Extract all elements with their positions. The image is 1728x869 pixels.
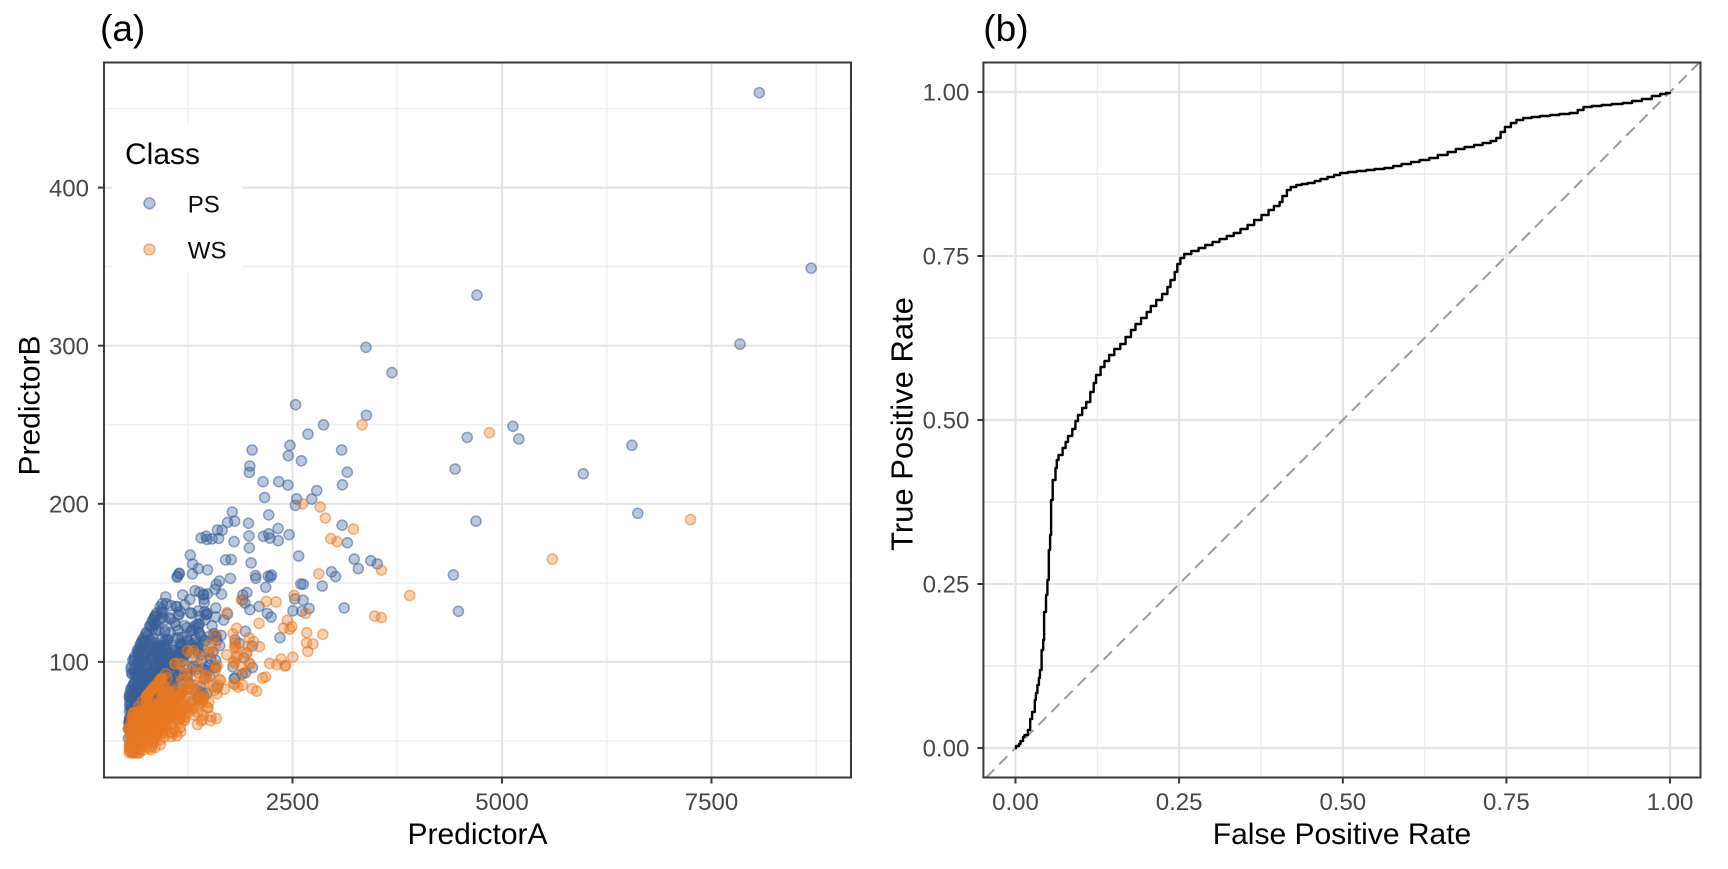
svg-text:0.75: 0.75	[923, 244, 970, 271]
svg-text:WS: WS	[188, 238, 227, 265]
svg-text:400: 400	[49, 175, 89, 202]
svg-text:0.75: 0.75	[1483, 789, 1530, 816]
svg-text:2500: 2500	[266, 789, 319, 816]
svg-text:False Positive Rate: False Positive Rate	[1213, 818, 1471, 851]
svg-text:Class: Class	[125, 138, 200, 171]
svg-text:0.50: 0.50	[1319, 789, 1366, 816]
svg-text:(b): (b)	[983, 8, 1028, 49]
svg-text:True Positive Rate: True Positive Rate	[885, 297, 920, 551]
svg-text:100: 100	[49, 650, 89, 677]
svg-text:0.25: 0.25	[923, 572, 970, 599]
svg-text:PredictorB: PredictorB	[14, 335, 47, 475]
svg-text:1.00: 1.00	[923, 80, 970, 107]
svg-text:PredictorA: PredictorA	[407, 818, 547, 851]
svg-text:200: 200	[49, 492, 89, 519]
svg-text:PS: PS	[188, 191, 220, 218]
svg-text:0.50: 0.50	[923, 408, 970, 435]
svg-text:300: 300	[49, 333, 89, 360]
svg-text:0.00: 0.00	[992, 789, 1039, 816]
svg-text:1.00: 1.00	[1647, 789, 1694, 816]
svg-text:0.00: 0.00	[923, 736, 970, 763]
svg-text:7500: 7500	[685, 789, 738, 816]
svg-text:5000: 5000	[475, 789, 528, 816]
svg-text:(a): (a)	[100, 8, 145, 49]
svg-text:0.25: 0.25	[1156, 789, 1203, 816]
